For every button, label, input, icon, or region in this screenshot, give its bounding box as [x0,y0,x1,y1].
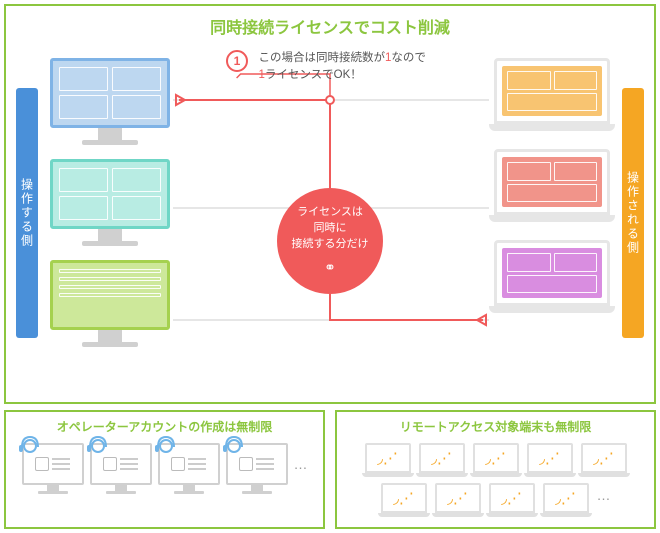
callout-text: この場合は同時接続数が1なので 1ライセンスでOK！ [258,50,425,85]
left-side-bar: 操作する側 [16,88,38,338]
diagram: 操作する側 操作される側 1 この場合は同時接続数が1なので [16,48,644,388]
link-icon: ⚭ [324,257,336,277]
remote-terminal: ◞⋰ [527,443,573,477]
monitor-1 [50,58,170,145]
rss-icon: ◞⋰ [593,449,614,467]
license-circle: ライセンスは 同時に 接続する分だけ ⚭ [277,188,383,294]
rss-icon: ◞⋰ [431,449,452,467]
operator-terminal [158,443,220,494]
laptop-1 [494,58,610,131]
main-title: 同時接続ライセンスでコスト削減 [16,14,644,38]
remote-terminal: ◞⋰ [489,483,535,517]
monitor-2 [50,159,170,246]
headset-icon [84,431,112,459]
operator-panel: オペレーターアカウントの作成は無制限 … [4,410,325,529]
rss-icon: ◞⋰ [447,489,468,507]
circle-line3: 接続する分だけ [292,237,369,253]
remote-terminal: ◞⋰ [581,443,627,477]
operator-terminal [90,443,152,494]
remote-laptops [494,58,610,313]
laptop-3 [494,240,610,313]
remote-terminal: ◞⋰ [365,443,411,477]
rss-icon: ◞⋰ [377,449,398,467]
right-side-label: 操作される側 [625,171,642,255]
main-panel: 同時接続ライセンスでコスト削減 操作する側 操作される側 [4,4,656,404]
rss-icon: ◞⋰ [485,449,506,467]
operator-terminal [22,443,84,494]
remote-terminal: ◞⋰ [381,483,427,517]
remote-terminal: ◞⋰ [419,443,465,477]
bottom-panels: オペレーターアカウントの作成は無制限 … リモートアクセス対象端末も無制限 [4,410,656,529]
headset-icon [152,431,180,459]
remote-panel-title: リモートアクセス対象端末も無制限 [345,418,646,435]
remote-grid: ◞⋰ ◞⋰ ◞⋰ ◞⋰ ◞⋰ ◞⋰ ◞⋰ ◞⋰ ◞⋰ … [345,443,646,517]
ellipsis: … [294,456,308,482]
remote-terminal: ◞⋰ [473,443,519,477]
remote-terminal: ◞⋰ [435,483,481,517]
right-side-bar: 操作される側 [622,88,644,338]
laptop-2 [494,149,610,222]
ellipsis: … [597,487,611,513]
operator-row: … [14,443,315,494]
circle-line2: 同時に [314,221,347,237]
operator-monitors [50,58,170,347]
callout-number: 1 [226,50,248,72]
remote-panel: リモートアクセス対象端末も無制限 ◞⋰ ◞⋰ ◞⋰ ◞⋰ ◞⋰ ◞⋰ ◞⋰ ◞⋰… [335,410,656,529]
remote-terminal: ◞⋰ [543,483,589,517]
monitor-3 [50,260,170,347]
headset-icon [16,431,44,459]
left-side-label: 操作する側 [19,178,36,248]
headset-icon [220,431,248,459]
callout: 1 この場合は同時接続数が1なので 1ライセンスでOK！ [226,50,426,85]
rss-icon: ◞⋰ [393,489,414,507]
rss-icon: ◞⋰ [539,449,560,467]
rss-icon: ◞⋰ [555,489,576,507]
circle-line1: ライセンスは [297,205,363,221]
rss-icon: ◞⋰ [501,489,522,507]
operator-terminal [226,443,288,494]
